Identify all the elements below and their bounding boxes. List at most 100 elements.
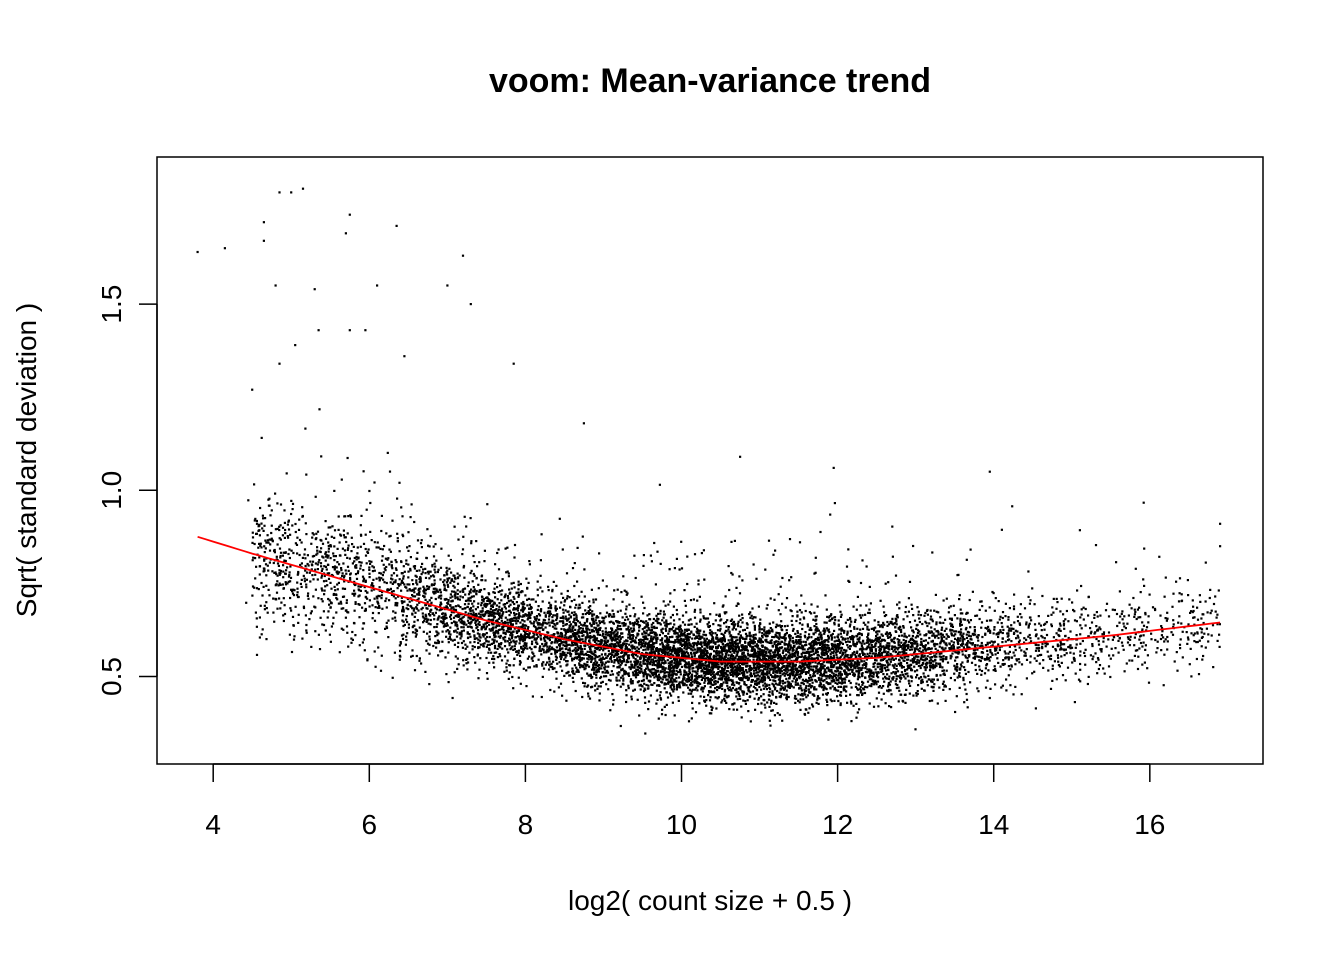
data-point <box>746 678 749 682</box>
data-point <box>851 664 854 667</box>
data-point <box>445 571 448 574</box>
data-point <box>810 612 813 615</box>
data-point <box>830 662 834 665</box>
data-point <box>798 661 801 664</box>
data-point <box>408 588 411 591</box>
data-point <box>449 596 452 599</box>
data-point <box>831 632 834 635</box>
data-point <box>497 568 501 571</box>
data-point <box>833 502 836 505</box>
data-point <box>499 590 502 593</box>
data-point <box>969 626 972 629</box>
data-point <box>715 655 718 658</box>
data-point <box>692 598 695 601</box>
data-point <box>510 599 513 602</box>
data-point <box>625 608 628 611</box>
data-point <box>554 638 558 641</box>
data-point <box>819 672 822 675</box>
data-point <box>861 627 865 630</box>
data-point <box>531 651 534 654</box>
data-point <box>636 623 639 626</box>
data-point <box>884 664 887 667</box>
data-point <box>413 591 416 594</box>
data-point <box>418 626 421 629</box>
data-point <box>536 642 539 645</box>
data-point <box>403 570 406 573</box>
data-point <box>546 648 549 651</box>
data-point <box>984 667 987 670</box>
data-point <box>659 643 662 646</box>
data-point <box>796 673 799 676</box>
data-point <box>1020 663 1024 666</box>
data-point <box>349 514 352 517</box>
data-point <box>600 681 603 684</box>
data-point <box>1090 621 1094 624</box>
data-point <box>353 609 356 612</box>
data-point <box>1029 655 1032 658</box>
data-point <box>496 598 499 601</box>
data-point <box>796 631 799 634</box>
data-point <box>381 555 384 558</box>
data-point <box>741 617 744 620</box>
data-point <box>415 569 418 572</box>
data-point <box>612 645 615 648</box>
data-point <box>311 560 315 563</box>
data-point <box>724 666 727 669</box>
data-point <box>1192 605 1195 608</box>
data-point <box>1073 610 1076 613</box>
data-point <box>886 624 889 627</box>
data-point <box>288 548 291 551</box>
data-point <box>874 644 877 648</box>
data-point <box>839 657 842 660</box>
data-point <box>515 601 518 604</box>
data-point <box>510 631 513 634</box>
data-point <box>833 621 836 624</box>
data-point <box>362 470 365 473</box>
data-point <box>496 647 499 650</box>
data-point <box>402 600 405 603</box>
data-point <box>1218 633 1221 636</box>
data-point <box>340 569 343 572</box>
data-point <box>686 637 689 640</box>
data-point <box>770 642 773 645</box>
data-point <box>930 626 933 629</box>
data-point <box>791 680 794 683</box>
data-point <box>705 642 708 645</box>
data-point <box>726 674 729 677</box>
data-point <box>833 623 836 626</box>
data-point <box>711 636 714 639</box>
data-point <box>867 632 870 635</box>
data-point <box>1025 677 1028 680</box>
data-point <box>561 694 564 697</box>
data-point <box>1107 615 1111 618</box>
data-point <box>1117 651 1120 654</box>
data-point <box>864 676 867 679</box>
data-point <box>586 631 589 634</box>
data-point <box>388 599 391 602</box>
data-point <box>1178 592 1181 595</box>
data-point <box>866 625 869 628</box>
data-point <box>1056 654 1059 657</box>
data-point <box>282 587 285 590</box>
data-point <box>727 679 730 682</box>
data-point <box>479 615 482 619</box>
data-point <box>812 618 815 621</box>
data-point <box>916 644 919 647</box>
data-point <box>827 650 830 653</box>
data-point <box>448 630 451 633</box>
data-point <box>703 677 707 680</box>
data-point <box>1116 624 1119 628</box>
data-point <box>1057 663 1060 667</box>
data-point <box>971 642 974 645</box>
data-point <box>760 628 764 631</box>
data-point <box>1144 648 1147 651</box>
data-point <box>612 698 615 702</box>
data-point <box>835 653 838 656</box>
data-point <box>568 647 571 650</box>
data-point <box>968 598 971 602</box>
data-point <box>792 686 795 689</box>
data-point <box>969 637 972 641</box>
data-point <box>606 640 609 644</box>
data-point <box>316 578 319 581</box>
data-point <box>735 687 738 690</box>
